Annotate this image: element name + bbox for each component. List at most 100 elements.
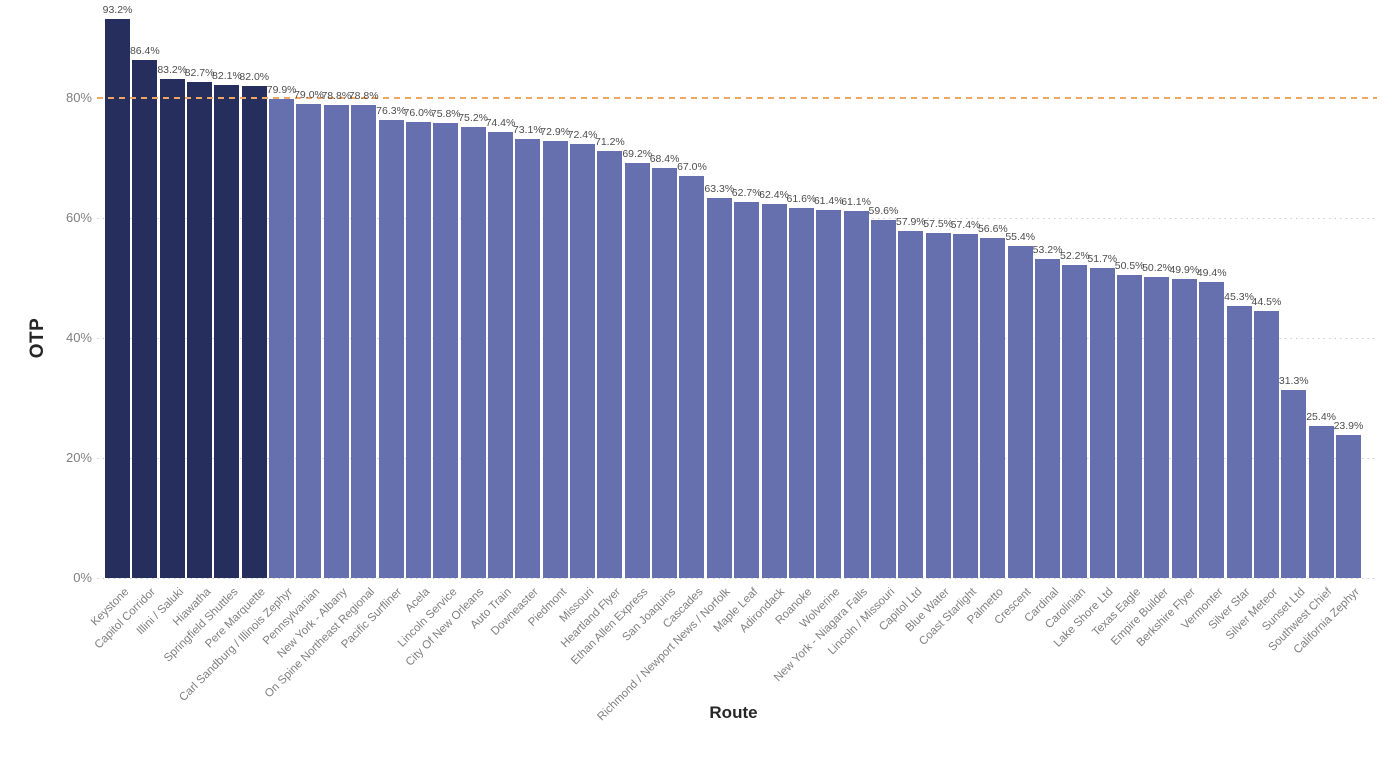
bar-value-label: 74.4% [485,116,516,129]
bar-value-label: 82.1% [212,70,242,83]
bar [1253,311,1279,578]
bar [1199,281,1225,578]
bar-value-label: 57.5% [923,218,954,230]
bar [816,209,842,578]
bar-value-label: 55.4% [1005,230,1036,243]
bar [1035,258,1061,578]
bar [159,78,185,578]
bar-value-label: 50.5% [1114,260,1145,272]
bar [1226,306,1252,578]
bar [433,123,459,578]
bar-value-label: 44.5% [1251,296,1282,308]
bar [761,203,787,578]
bar [515,139,541,578]
bar [1117,275,1143,578]
bar-value-label: 45.3% [1224,291,1254,304]
bar-value-label: 23.9% [1333,419,1364,432]
bar [597,150,623,578]
bar-value-label: 57.4% [950,218,981,231]
bar-value-label: 61.1% [841,196,871,209]
bar [1335,434,1361,578]
threshold-line-80pct [97,97,1377,100]
bar [378,120,404,578]
bar-value-label: 82.0% [239,71,270,83]
bar [624,162,650,578]
bar [734,201,760,578]
y-tick-label: 80% [65,90,92,105]
bar-value-label: 73.1% [512,124,543,137]
bar-value-label: 72.4% [567,128,598,141]
bar-value-label: 57.9% [895,215,926,228]
bar-value-label: 69.2% [622,147,653,160]
bar-value-label: 78.8% [321,90,352,103]
bar [1171,278,1197,578]
bar-value-label: 49.4% [1196,266,1227,279]
bar [652,167,678,578]
bar-value-label: 49.9% [1169,263,1200,276]
bar [487,131,513,578]
bar-value-label: 86.4% [129,44,160,57]
bar-value-label: 63.3% [704,183,735,196]
bar [323,105,349,578]
bar [980,238,1006,578]
bar [1089,267,1115,578]
bar [925,233,951,578]
bar-value-label: 83.2% [157,63,188,76]
bar-value-label: 53.2% [1032,243,1063,256]
bar-value-label: 79.0% [294,89,324,101]
bar [788,208,814,578]
bar-value-label: 25.4% [1306,410,1336,423]
bar [405,122,431,578]
bar [351,105,377,578]
bar [1308,425,1334,578]
bar [542,140,568,578]
bar [269,98,295,578]
bar [1062,264,1088,578]
bar [105,18,130,578]
bar-value-label: 61.4% [813,194,844,207]
bar-value-label: 82.7% [184,66,215,79]
bar [570,143,596,578]
bar [1007,245,1033,578]
bar [132,59,158,578]
bar-value-label: 76.3% [376,105,406,118]
bar-value-label: 72.9% [540,125,571,138]
bar [843,211,869,578]
bar [706,198,732,578]
bar [898,230,924,578]
bar-value-label: 79.9% [266,83,297,96]
x-axis-title: Route [709,703,758,722]
bar [1281,390,1307,578]
bar-value-label: 76.0% [403,107,434,119]
bar-value-label: 52.2% [1060,249,1090,262]
y-axis-title: OTP [27,317,48,359]
y-tick-label: 0% [73,570,92,585]
bar-value-label: 51.7% [1087,252,1118,265]
bar-value-label: 78.8% [348,90,379,103]
bar [296,104,322,578]
bar-value-label: 93.2% [102,3,133,16]
bar [187,81,213,578]
y-tick-label: 20% [65,450,92,465]
bar [679,176,705,578]
y-tick-label: 40% [65,330,92,345]
bar [460,126,486,578]
bar-value-label: 75.2% [458,111,488,124]
bar-value-label: 31.3% [1278,375,1309,388]
bar-value-label: 68.4% [649,152,680,165]
y-tick-label: 60% [65,210,92,225]
bar-value-label: 61.6% [786,193,817,206]
page-footer: FY23 Q4 U.S. Department of Transportati [0,735,1395,781]
bar [870,220,896,578]
bar-value-label: 75.8% [430,108,461,121]
bar [1144,276,1170,578]
bar-value-label: 67.0% [677,161,707,173]
bar-value-label: 59.6% [868,205,899,218]
bar-value-label: 62.4% [759,188,789,201]
bar-value-label: 50.2% [1142,261,1172,274]
gridline-0 [97,577,1377,579]
bar-value-label: 71.2% [594,135,625,148]
bar-value-label: 62.7% [731,186,762,199]
